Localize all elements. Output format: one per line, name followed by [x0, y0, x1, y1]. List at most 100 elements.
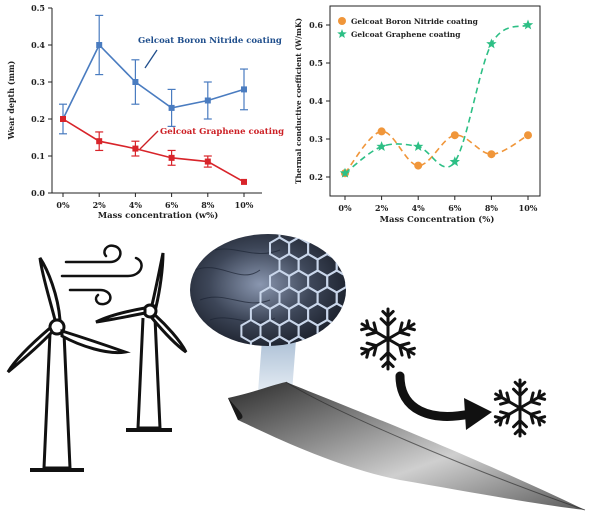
legend-label-graphene: Gelcoat Graphene coating	[351, 30, 461, 39]
snowflake-branch	[493, 415, 504, 420]
snowflake-branch	[518, 387, 528, 397]
snowflake-icon	[493, 378, 547, 438]
data-point	[241, 86, 247, 93]
series-group	[339, 19, 534, 178]
snowflake-branch	[398, 321, 404, 334]
x-tick-label: 8%	[201, 200, 215, 210]
x-tick-label: 10%	[235, 200, 254, 210]
data-point	[486, 38, 497, 49]
snowflake-branch	[386, 317, 397, 327]
snowflake-branch	[498, 410, 511, 416]
series-boron-nitride	[59, 14, 248, 135]
snowflake-branch	[365, 341, 378, 348]
data-point	[413, 141, 424, 151]
series-label-pointer-graphene	[139, 130, 159, 150]
x-tick-label: 6%	[165, 200, 179, 210]
lattice-cell	[345, 269, 346, 294]
snowflake-branch	[512, 419, 522, 429]
lattice-cell	[345, 236, 346, 261]
snowflake-branch	[365, 330, 378, 337]
lattice-cell	[326, 335, 346, 346]
series-label-graphene: Gelcoat Graphene coating	[160, 127, 284, 137]
snowflake-branch	[505, 391, 511, 404]
x-tick-label: 4%	[129, 200, 143, 210]
snowflake-icon	[360, 307, 416, 371]
series-graphene	[339, 19, 534, 178]
x-tick-label: 0%	[56, 200, 70, 210]
lattice-cell	[308, 205, 327, 227]
data-point	[168, 104, 175, 111]
lattice-cell	[394, 287, 413, 309]
data-point	[339, 167, 351, 178]
lattice-cell	[345, 302, 346, 327]
y-ticks: 0.2 0.3 0.4 0.5 0.6	[309, 20, 330, 182]
data-point	[96, 42, 103, 48]
lattice-cell	[365, 271, 384, 293]
y-axis-label: Thermal conductive coefficient (W/mK)	[294, 18, 303, 184]
y-tick-label: 0.5	[31, 3, 45, 13]
snowflake-branch	[536, 417, 542, 427]
series-line	[62, 118, 245, 183]
plot-frame	[51, 8, 262, 194]
snowflake-branch	[381, 360, 390, 369]
lattice-cell	[375, 254, 394, 276]
lattice-cell	[335, 318, 346, 344]
data-point	[168, 154, 175, 161]
snowflake-branch	[365, 319, 371, 330]
snowflake-branch	[372, 321, 378, 334]
series-group	[59, 14, 248, 185]
y-tick-label: 0.6	[309, 20, 323, 30]
lattice-cell	[394, 254, 413, 276]
legend: Gelcoat Boron Nitride coating Gelcoat Gr…	[337, 17, 479, 39]
lattice-cell	[356, 254, 375, 276]
curved-arrow-icon	[395, 371, 492, 430]
y-ticks: 0.0 0.1 0.2 0.3 0.4 0.5	[31, 3, 52, 198]
snowflake-branch	[405, 326, 416, 332]
lattice-cell	[316, 234, 338, 245]
data-point	[132, 79, 139, 85]
lattice-cell	[307, 335, 329, 346]
wind-turbine-icon	[6, 257, 131, 472]
turbine-blade-icon	[228, 381, 586, 511]
snowflake-branch	[529, 412, 535, 425]
illustration	[6, 205, 586, 511]
snowflake-branch	[379, 317, 390, 327]
graphene-lattice-icon	[190, 205, 422, 392]
x-tick-label: 0%	[338, 203, 352, 213]
data-point	[414, 161, 423, 170]
y-tick-label: 0.0	[31, 188, 45, 198]
lattice-cell	[384, 238, 403, 260]
legend-marker-boron-nitride	[338, 17, 346, 25]
snowflake-branch	[398, 341, 411, 348]
x-tick-label: 8%	[485, 203, 499, 213]
y-tick-label: 0.2	[31, 114, 45, 124]
lattice-cell	[335, 234, 346, 245]
data-point	[524, 131, 532, 140]
snowflake-branch	[513, 427, 522, 436]
y-tick-label: 0.3	[309, 134, 323, 144]
wear-depth-chart: 0.0 0.1 0.2 0.3 0.4 0.5 0% 2% 4% 6% 8% 10% Wear de…	[6, 3, 284, 221]
data-point	[377, 127, 386, 136]
snowflake-branch	[386, 351, 397, 361]
snowflake-branch	[518, 380, 527, 389]
lattice-cell	[335, 285, 346, 311]
series-label-pointer-boron	[144, 49, 158, 69]
series-graphene	[60, 116, 247, 185]
data-point	[204, 158, 211, 165]
data-point	[96, 138, 103, 145]
y-tick-label: 0.4	[309, 96, 323, 106]
x-ticks: 0% 2% 4% 6% 8% 10%	[338, 196, 538, 213]
series-line	[62, 43, 245, 120]
snowflake-branch	[536, 396, 547, 401]
data-point	[241, 178, 247, 185]
lattice-cell	[289, 205, 308, 227]
lattice-cell	[384, 271, 403, 293]
y-tick-label: 0.1	[31, 151, 45, 161]
x-ticks: 0% 2% 4% 6% 8% 10%	[56, 193, 254, 210]
data-point	[132, 145, 139, 152]
y-tick-label: 0.4	[31, 40, 45, 50]
x-axis-label: Mass concentration (w%)	[98, 210, 219, 221]
data-point	[522, 19, 534, 30]
snowflake-branch	[386, 309, 395, 318]
lattice-cell	[403, 304, 422, 326]
